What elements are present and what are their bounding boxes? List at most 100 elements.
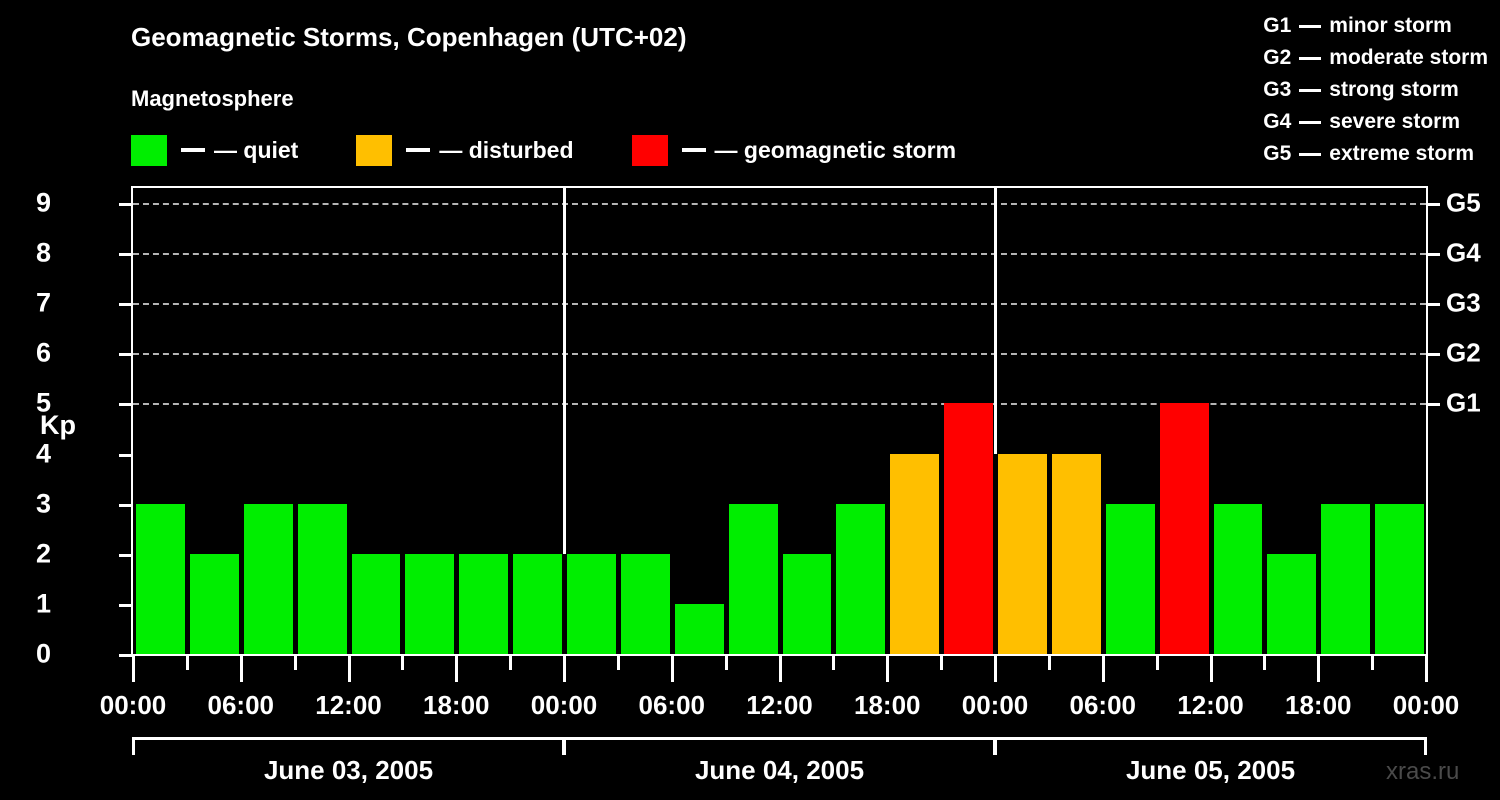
y-axis-title: Kp: [40, 410, 76, 440]
y-tick: [119, 453, 133, 457]
x-tick-major: [994, 656, 997, 682]
right-tick: [1426, 403, 1440, 407]
bar-series: [133, 188, 1426, 654]
y-tick: [119, 353, 133, 357]
y-tick-label: 8: [35, 237, 51, 268]
day-label: June 04, 2005: [694, 755, 865, 785]
legend-swatch-storm: [631, 134, 668, 166]
legend-label-quiet: — quiet: [214, 136, 299, 163]
g-scale-code: G3: [1263, 78, 1292, 101]
x-tick-major: [670, 656, 674, 682]
right-tick-label: G2: [1446, 337, 1481, 368]
bar: [189, 553, 239, 654]
day-bracket: [132, 737, 565, 755]
y-tick-label: 2: [35, 538, 51, 569]
gridline-kp-8: [133, 253, 1426, 256]
gridline-kp-5: [133, 403, 1426, 406]
bar: [513, 553, 562, 654]
day-bracket: [994, 737, 1427, 755]
bar: [459, 553, 509, 654]
bar: [944, 403, 993, 654]
g-scale-row-g5: G5 extreme storm: [1263, 138, 1488, 170]
right-tick-label: G5: [1446, 187, 1481, 218]
right-tick-label: G3: [1446, 287, 1481, 318]
y-tick: [119, 503, 133, 507]
bar: [1105, 503, 1155, 654]
x-tick-label: 00:00: [99, 690, 167, 720]
x-tick-minor: [1263, 656, 1267, 670]
g-scale-row-g1: G1 minor storm: [1263, 10, 1488, 42]
x-tick-label: 18:00: [854, 690, 921, 720]
gridline-kp-9: [133, 203, 1426, 206]
gridline-kp-6: [133, 353, 1426, 356]
x-tick-minor: [293, 656, 297, 670]
legend-item-storm: — geomagnetic storm: [631, 134, 956, 166]
right-tick-label: G4: [1446, 237, 1481, 268]
day-label: June 05, 2005: [1125, 755, 1296, 785]
bar: [567, 553, 616, 654]
bar: [728, 503, 778, 654]
y-tick-label: 0: [35, 638, 51, 669]
bar: [674, 603, 724, 654]
bar: [1051, 453, 1101, 654]
g-scale-desc: extreme storm: [1329, 142, 1475, 165]
g-scale-code: G4: [1263, 110, 1292, 133]
page-title: Geomagnetic Storms, Copenhagen (UTC+02): [131, 22, 687, 52]
x-tick-major: [1209, 656, 1213, 682]
x-tick-major: [778, 656, 782, 682]
x-tick-label: 18:00: [1285, 690, 1352, 720]
y-tick-label: 1: [35, 588, 51, 619]
bar: [1213, 503, 1263, 654]
x-tick-label: 06:00: [207, 690, 275, 720]
x-tick-major: [1101, 656, 1105, 682]
y-tick-label: 9: [35, 187, 51, 218]
plot-inner: [119, 188, 1440, 657]
bar: [620, 553, 670, 654]
chart-subtitle: Magnetosphere: [131, 86, 294, 111]
plot-area: [119, 186, 1440, 657]
y-tick: [119, 253, 133, 257]
bar: [405, 553, 455, 654]
y-tick: [119, 403, 133, 407]
g-scale-desc: moderate storm: [1329, 46, 1488, 69]
y-tick-label: 6: [35, 337, 51, 368]
g-scale-dash: [1299, 24, 1322, 28]
y-tick: [119, 303, 133, 307]
bar: [1375, 503, 1424, 654]
right-tick-label: G1: [1446, 387, 1481, 418]
y-tick-label: 4: [35, 438, 51, 469]
right-tick: [1426, 353, 1440, 357]
x-tick-label: 06:00: [638, 690, 706, 720]
bar: [836, 503, 886, 654]
x-tick-label: 00:00: [1392, 690, 1460, 720]
gridline-kp-7: [133, 303, 1426, 306]
legend-item-disturbed: — disturbed: [356, 134, 574, 166]
x-tick-major: [239, 656, 243, 682]
g-scale-legend: G1 minor storm G2 moderate storm G3 stro…: [1263, 10, 1488, 170]
x-tick-major: [132, 656, 135, 682]
g-scale-code: G5: [1263, 142, 1292, 165]
x-tick-label: 12:00: [315, 690, 382, 720]
y-tick: [119, 603, 133, 607]
x-tick-minor: [401, 656, 405, 670]
x-tick-minor: [1371, 656, 1375, 670]
g-scale-code: G2: [1263, 46, 1292, 69]
legend-label-disturbed: — disturbed: [439, 136, 574, 163]
color-legend: — quiet — disturbed — geomagnetic storm: [131, 133, 956, 167]
g-scale-dash: [1299, 152, 1322, 156]
right-tick: [1426, 303, 1440, 307]
day-separator: [563, 188, 566, 554]
x-tick-major: [455, 656, 459, 682]
x-tick-major: [1317, 656, 1321, 682]
right-tick: [1426, 203, 1440, 207]
bar: [351, 553, 401, 654]
x-tick-minor: [1047, 656, 1051, 670]
g-scale-desc: minor storm: [1329, 14, 1452, 37]
legend-dash: [681, 148, 706, 152]
x-tick-minor: [616, 656, 620, 670]
x-tick-label: 06:00: [1069, 690, 1137, 720]
y-tick: [119, 203, 133, 207]
g-scale-dash: [1299, 56, 1322, 60]
y-tick-label: 3: [35, 488, 51, 519]
